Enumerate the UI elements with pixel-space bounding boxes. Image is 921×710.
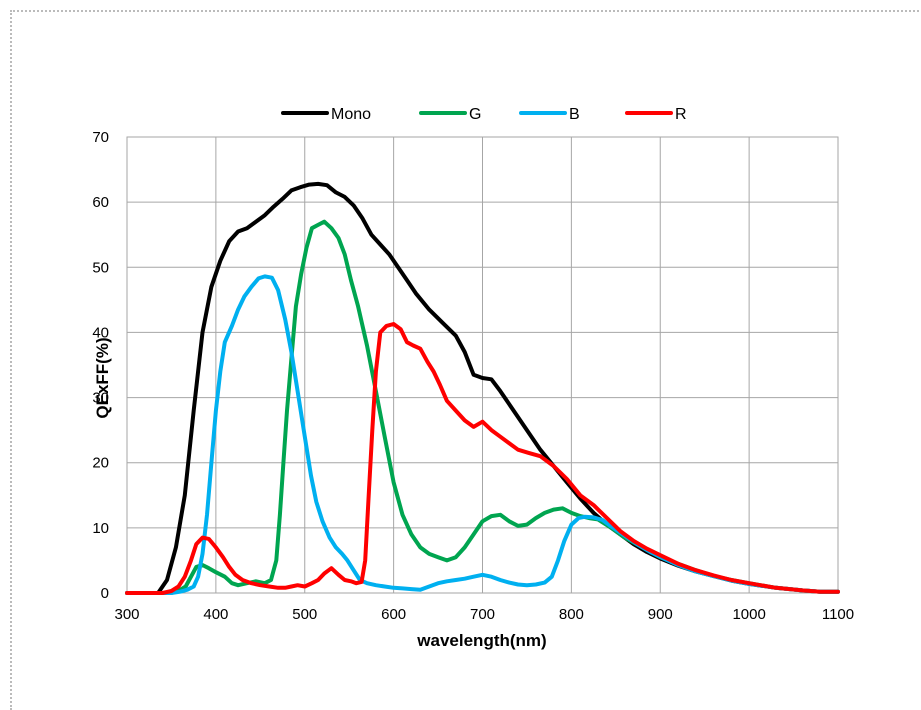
chart-frame: [10, 10, 921, 710]
x-tick-label: 900: [648, 606, 673, 623]
series-layer: [125, 181, 840, 595]
x-axis-title: wavelength(nm): [416, 631, 546, 650]
x-tick-label: 400: [203, 606, 228, 623]
x-tick-label: 700: [470, 606, 495, 623]
legend-label-mono: Mono: [331, 106, 371, 123]
y-tick-label: 20: [92, 455, 109, 472]
x-tick-label: 600: [381, 606, 406, 623]
y-tick-label: 40: [92, 324, 109, 341]
y-tick-label: 0: [101, 585, 109, 602]
y-tick-label: 30: [92, 390, 109, 407]
y-axis-title: QExFF(%): [93, 337, 112, 418]
y-tick-label: 70: [92, 129, 109, 146]
plot-area-border: [126, 136, 839, 594]
legend: Mono G B R: [281, 106, 687, 123]
y-tick-label: 10: [92, 520, 109, 537]
y-tick-label: 60: [92, 194, 109, 211]
legend-label-b: B: [569, 106, 580, 123]
x-tick-label: 800: [559, 606, 584, 623]
legend-label-r: R: [675, 106, 687, 123]
axis-layer: 300 400 500 600 700 800 900 1000 1100 0 10 20 30 40 50…: [92, 129, 854, 623]
x-tick-label: 1000: [732, 606, 765, 623]
x-tick-label: 1100: [822, 606, 854, 623]
x-tick-label: 500: [292, 606, 317, 623]
series-line-r: [125, 322, 840, 595]
x-tick-label: 300: [114, 606, 139, 623]
y-tick-label: 50: [92, 259, 109, 276]
legend-label-g: G: [469, 106, 481, 123]
